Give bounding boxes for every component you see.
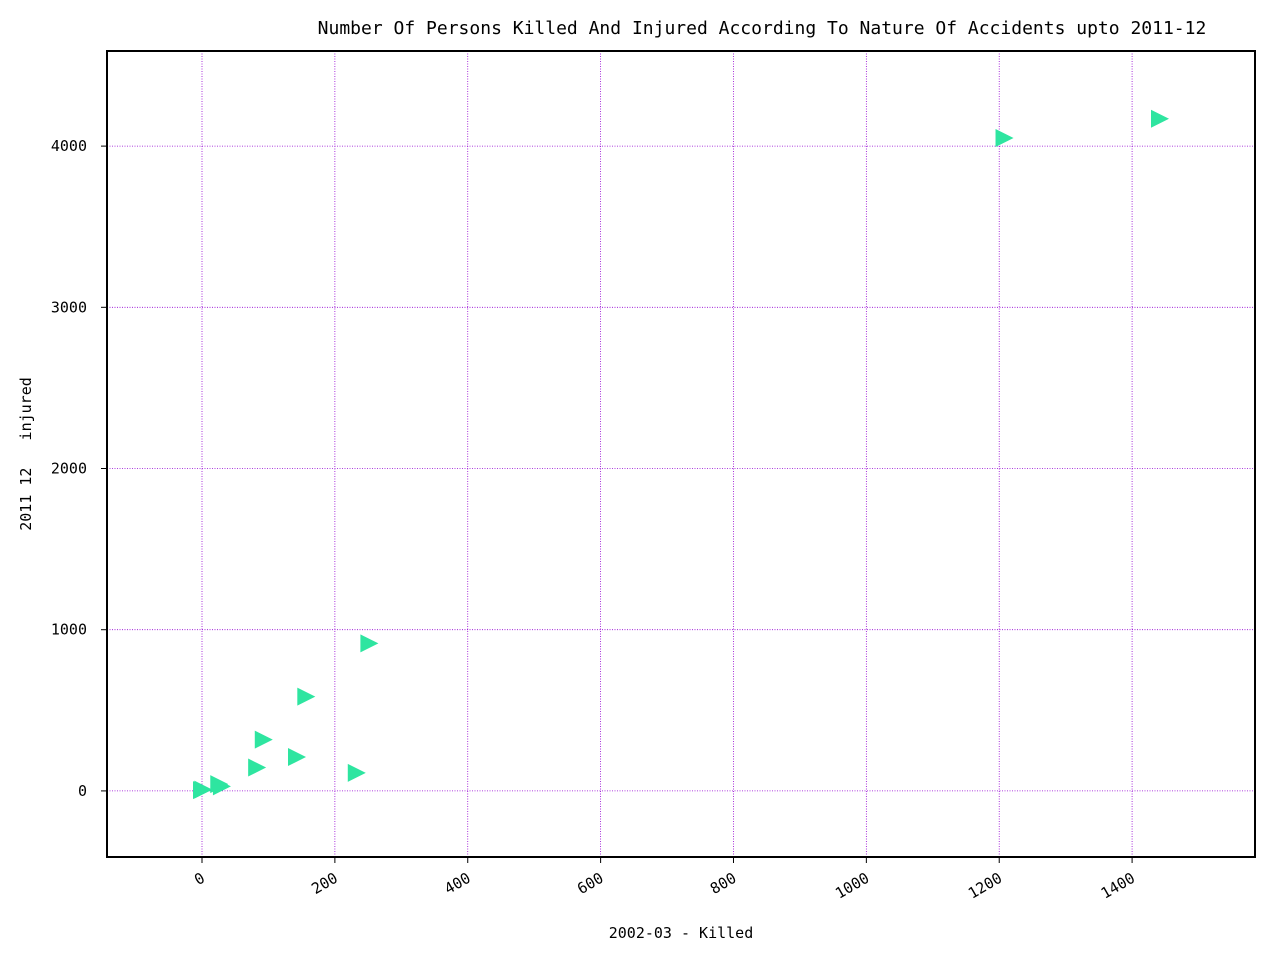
x-tick-label: 1200	[965, 869, 1005, 903]
x-tick-label: 800	[707, 869, 739, 898]
grid-lines	[107, 51, 1255, 857]
y-axis-title: 2011 12 injured	[17, 377, 35, 531]
y-tick-label: 3000	[51, 298, 87, 316]
y-tick-label: 2000	[51, 460, 87, 478]
x-tick-label: 200	[308, 869, 340, 898]
x-tick-label: 400	[441, 869, 473, 898]
data-point-marker	[254, 730, 273, 749]
data-points	[193, 109, 1169, 800]
plot-frame	[106, 50, 1256, 858]
x-tick-label: 0	[191, 869, 208, 889]
data-point-marker	[995, 129, 1014, 148]
data-point-marker	[1150, 109, 1169, 128]
chart-title: Number Of Persons Killed And Injured Acc…	[318, 18, 1207, 39]
y-tick-label: 1000	[51, 621, 87, 639]
y-tick-label: 4000	[51, 137, 87, 155]
x-tick-label: 600	[574, 869, 606, 898]
data-point-marker	[194, 780, 213, 799]
data-point-marker	[248, 758, 267, 777]
data-point-marker	[297, 687, 316, 706]
x-tick-label: 1000	[832, 869, 872, 903]
y-tick-label: 0	[78, 782, 87, 800]
data-point-marker	[347, 763, 366, 782]
data-point-marker	[212, 777, 231, 796]
x-axis-title: 2002-03 - Killed	[609, 924, 754, 942]
data-point-marker	[360, 634, 379, 653]
data-point-marker	[288, 748, 307, 767]
x-tick-label: 1400	[1098, 869, 1138, 903]
